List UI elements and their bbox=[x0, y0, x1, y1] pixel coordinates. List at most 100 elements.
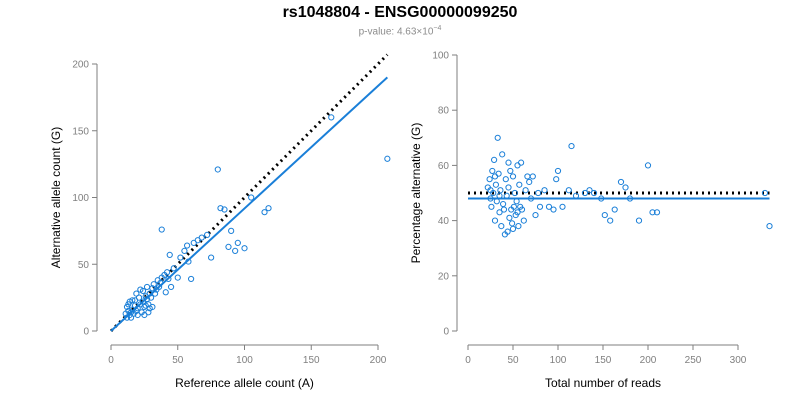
allele-count-reference-line bbox=[109, 53, 389, 333]
percentage-data-point bbox=[590, 189, 598, 197]
percentage-y-tick-label: 100 bbox=[432, 51, 449, 62]
allele-count-data-point bbox=[149, 303, 156, 311]
percentage-data-point bbox=[529, 173, 536, 180]
allele-count-data-point bbox=[183, 242, 191, 249]
allele-count-data-point bbox=[261, 209, 268, 216]
percentage-data-point bbox=[500, 200, 507, 208]
allele-count-data-point bbox=[150, 281, 157, 288]
allele-count-x-tick-label: 200 bbox=[370, 355, 387, 366]
percentage-data-point bbox=[527, 195, 535, 202]
percentage-x-tick-label: 300 bbox=[730, 355, 747, 366]
allele-count-x-axis-title: Reference allele count (A) bbox=[175, 376, 314, 390]
allele-count-data-point bbox=[165, 275, 172, 283]
percentage-data-point bbox=[617, 178, 625, 186]
percentage-data-point bbox=[554, 167, 562, 175]
percentage-data-point bbox=[622, 184, 629, 191]
percentage-data-point bbox=[581, 189, 589, 197]
allele-count-x-tick-label: 0 bbox=[108, 355, 114, 366]
allele-count-data-point bbox=[225, 243, 232, 250]
chart-title: rs1048804 - ENSG00000099250 bbox=[282, 4, 518, 21]
percentage-data-point bbox=[644, 162, 652, 169]
percentage-data-point bbox=[536, 203, 544, 210]
percentage-data-point bbox=[505, 184, 512, 191]
percentage-data-point bbox=[518, 159, 525, 166]
percentage-y-tick-label: 80 bbox=[438, 106, 450, 117]
percentage-data-point bbox=[568, 142, 575, 150]
allele-count-data-point bbox=[162, 289, 169, 296]
percentage-x-tick-label: 0 bbox=[465, 355, 471, 366]
percentage-data-point bbox=[601, 211, 608, 219]
allele-count-y-tick-label: 50 bbox=[78, 260, 90, 271]
allele-count-data-point bbox=[214, 166, 221, 173]
allele-count-y-tick-label: 200 bbox=[72, 60, 89, 71]
allele-count-data-point bbox=[133, 290, 140, 297]
allele-count-data-point bbox=[137, 286, 144, 293]
percentage-data-point bbox=[553, 176, 560, 183]
allele-count-data-point bbox=[228, 227, 235, 234]
percentage-data-point bbox=[496, 192, 503, 199]
allele-count-data-point bbox=[265, 205, 272, 212]
percentage-data-point bbox=[565, 187, 572, 194]
percentage-data-point bbox=[513, 198, 520, 205]
percentage-data-point bbox=[626, 195, 634, 202]
percentage-data-point bbox=[489, 167, 496, 175]
percentage-data-point bbox=[497, 187, 504, 194]
percentage-y-tick-label: 40 bbox=[438, 216, 450, 227]
percentage-data-point bbox=[491, 217, 499, 224]
percentage-data-point bbox=[535, 189, 542, 197]
percentage-data-point bbox=[520, 217, 527, 224]
percentage-data-point bbox=[499, 151, 506, 158]
percentage-data-point bbox=[492, 181, 499, 188]
percentage-data-point bbox=[518, 206, 526, 213]
percentage-data-point bbox=[515, 223, 522, 230]
percentage-data-point bbox=[586, 187, 593, 194]
allele-count-data-point bbox=[167, 283, 175, 291]
percentage-x-tick-label: 250 bbox=[685, 355, 702, 366]
allele-count-data-point bbox=[198, 234, 205, 241]
percentage-data-point bbox=[541, 187, 548, 194]
percentage-y-axis-title: Percentage alternative (G) bbox=[409, 123, 423, 264]
percentage-data-point bbox=[486, 176, 493, 183]
allele-count-data-point bbox=[232, 247, 239, 254]
percentage-data-point bbox=[649, 209, 656, 216]
allele-count-data-point bbox=[248, 194, 255, 201]
p-value-subtitle: p-value: 4.63×10−4 bbox=[0, 25, 800, 37]
allele-count-data-point bbox=[217, 205, 224, 212]
percentage-data-point bbox=[503, 192, 510, 199]
percentage-y-tick-label: 60 bbox=[438, 161, 450, 172]
allele-count-data-point bbox=[177, 254, 184, 261]
percentage-data-point bbox=[493, 198, 500, 205]
p-value-exponent: −4 bbox=[433, 25, 442, 32]
percentage-data-point bbox=[509, 173, 517, 180]
allele-count-data-point bbox=[147, 294, 155, 301]
percentage-data-point bbox=[559, 203, 566, 210]
allele-count-data-point bbox=[221, 206, 228, 213]
percentage-data-point bbox=[487, 187, 494, 194]
allele-count-data-point bbox=[127, 314, 135, 321]
allele-count-data-point bbox=[204, 231, 211, 238]
allele-count-data-point bbox=[163, 269, 171, 276]
allele-count-data-point bbox=[181, 247, 188, 254]
percentage-data-point bbox=[522, 187, 529, 194]
percentage-data-point bbox=[505, 159, 512, 166]
allele-count-data-point bbox=[170, 265, 177, 272]
allele-count-x-tick-label: 50 bbox=[172, 355, 184, 366]
percentage-data-point bbox=[506, 214, 513, 221]
percentage-data-point bbox=[511, 189, 518, 197]
percentage-x-tick-label: 50 bbox=[507, 355, 519, 366]
percentage-data-point bbox=[653, 209, 661, 216]
allele-count-data-point bbox=[129, 297, 136, 304]
percentage-data-point bbox=[496, 209, 503, 216]
percentage-x-axis-title: Total number of reads bbox=[545, 376, 661, 390]
allele-count-x-tick-label: 150 bbox=[303, 355, 320, 366]
percentage-data-point bbox=[491, 156, 498, 163]
percentage-data-point bbox=[526, 178, 533, 186]
percentage-data-point bbox=[572, 192, 580, 199]
allele-count-y-tick-label: 150 bbox=[72, 126, 89, 137]
percentage-y-tick-label: 0 bbox=[443, 327, 449, 338]
allele-count-x-tick-label: 100 bbox=[236, 355, 253, 366]
p-value-text: p-value: 4.63×10 bbox=[358, 26, 434, 38]
allele-count-data-point bbox=[158, 226, 165, 233]
percentage-data-point bbox=[532, 211, 539, 219]
